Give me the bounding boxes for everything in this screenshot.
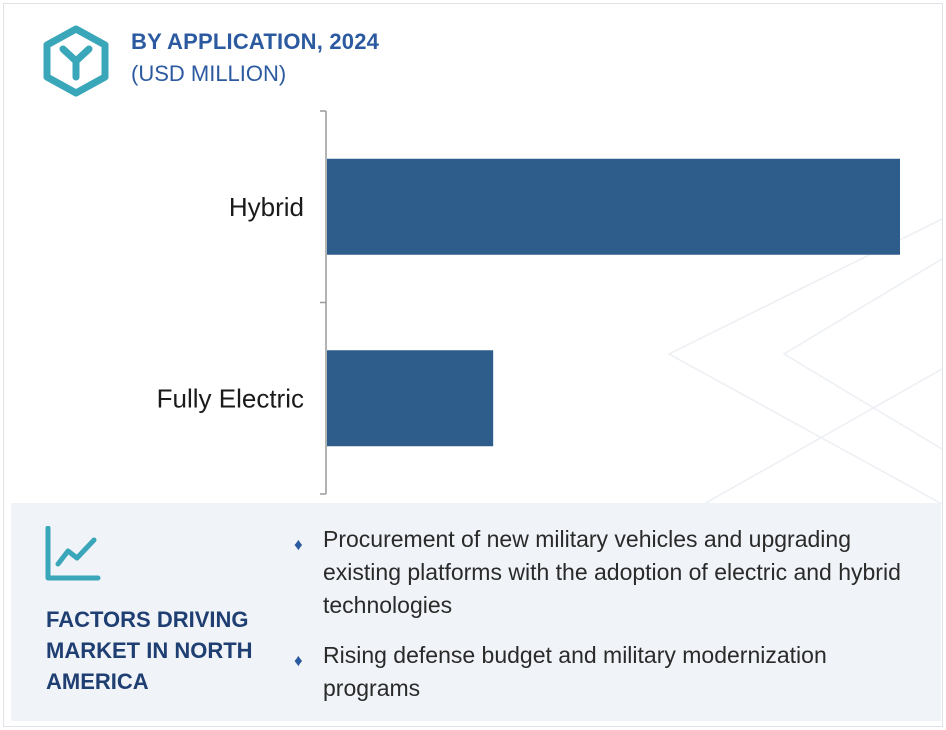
factor-text: Rising defense budget and military moder…: [323, 642, 827, 701]
background-decoration: [667, 218, 942, 505]
diamond-bullet-icon: ♦: [294, 535, 303, 554]
line-chart-trend-icon: [45, 526, 101, 581]
bar: [327, 350, 494, 447]
factor-text: Procurement of new military vehicles and…: [323, 526, 901, 618]
chart-card: BY APPLICATION, 2024 (USD MILLION) Hybri…: [3, 3, 943, 727]
factors-title: FACTORS DRIVING MARKET IN NORTH AMERICA: [46, 607, 253, 694]
bar: [327, 158, 900, 255]
bar-chart: Hybrid Fully Electric: [157, 110, 900, 495]
list-item: ♦ Rising defense budget and military mod…: [294, 639, 914, 705]
category-label: Hybrid: [229, 192, 304, 222]
list-item: ♦ Procurement of new military vehicles a…: [294, 523, 914, 622]
chart-title: BY APPLICATION, 2024: [131, 29, 380, 54]
chart-subtitle: (USD MILLION): [131, 61, 287, 86]
hexagon-y-logo-icon: [43, 25, 109, 97]
factors-panel: FACTORS DRIVING MARKET IN NORTH AMERICA …: [11, 503, 941, 721]
diamond-bullet-icon: ♦: [294, 651, 303, 670]
category-label: Fully Electric: [157, 383, 304, 413]
factors-list: ♦ Procurement of new military vehicles a…: [294, 523, 914, 722]
